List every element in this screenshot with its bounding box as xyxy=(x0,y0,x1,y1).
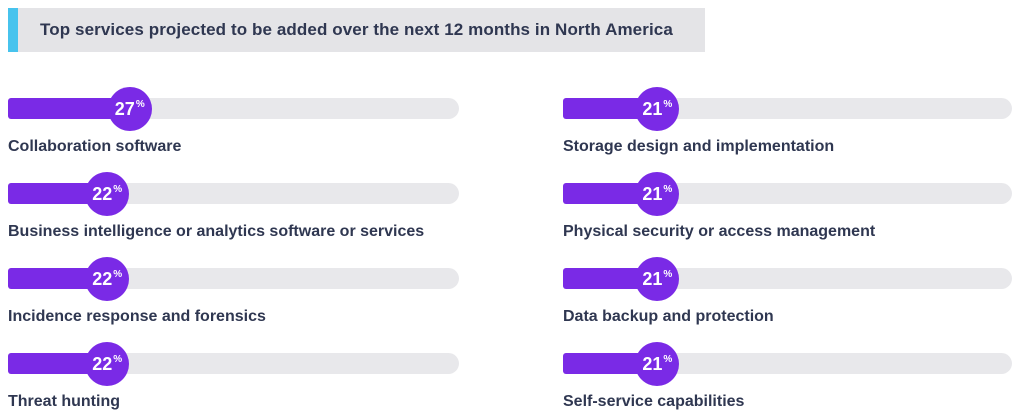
progress-bar: 22% xyxy=(8,172,459,216)
bar-fill xyxy=(563,183,658,204)
value-bubble: 21% xyxy=(635,342,680,386)
value-label: 21 xyxy=(642,184,663,204)
percent-sign: % xyxy=(113,353,123,365)
percent-sign: % xyxy=(663,353,673,365)
progress-bar: 21% xyxy=(563,342,1012,386)
bar-fill xyxy=(563,268,658,289)
title-accent-bar xyxy=(8,8,18,52)
bar-label: Collaboration software xyxy=(8,138,182,155)
bars-column-left: 27% Collaboration software 22% Business … xyxy=(8,87,459,416)
value-label: 21 xyxy=(642,354,663,374)
value-label: 27 xyxy=(114,99,135,119)
value-bubble: 27% xyxy=(107,87,152,131)
value-label: 22 xyxy=(92,184,113,204)
value-bubble: 22% xyxy=(85,342,130,386)
progress-bar: 21% xyxy=(563,87,1012,131)
percent-sign: % xyxy=(663,183,673,195)
bar-fill xyxy=(8,353,108,374)
bar-label: Threat hunting xyxy=(8,393,120,410)
progress-bar: 21% xyxy=(563,257,1012,301)
bar-item: 27% Collaboration software xyxy=(8,87,459,157)
bar-label: Self-service capabilities xyxy=(563,393,745,410)
bar-label: Data backup and protection xyxy=(563,308,774,325)
value-label: 22 xyxy=(92,269,113,289)
percent-sign: % xyxy=(135,98,145,110)
bar-fill xyxy=(8,183,108,204)
value-label: 22 xyxy=(92,354,113,374)
percent-sign: % xyxy=(113,268,123,280)
bar-label: Business intelligence or analytics softw… xyxy=(8,223,425,240)
bar-item: 21% Physical security or access manageme… xyxy=(563,172,1012,242)
bar-item: 21% Storage design and implementation xyxy=(563,87,1012,157)
bar-fill xyxy=(563,98,658,119)
bar-label: Physical security or access management xyxy=(563,223,876,240)
bars-grid: 27% Collaboration software 22% Business … xyxy=(8,87,1016,416)
value-bubble: 21% xyxy=(635,87,680,131)
value-bubble: 22% xyxy=(85,257,130,301)
progress-bar: 21% xyxy=(563,172,1012,216)
progress-bar: 27% xyxy=(8,87,459,131)
bar-label: Storage design and implementation xyxy=(563,138,835,155)
value-bubble: 21% xyxy=(635,257,680,301)
bar-item: 21% Data backup and protection xyxy=(563,257,1012,327)
chart-title-bar: Top services projected to be added over … xyxy=(8,8,705,52)
percent-sign: % xyxy=(113,183,123,195)
value-bubble: 22% xyxy=(85,172,130,216)
progress-bar: 22% xyxy=(8,342,459,386)
bar-item: 22% Threat hunting xyxy=(8,342,459,412)
percent-sign: % xyxy=(663,98,673,110)
bar-fill xyxy=(8,98,130,119)
progress-bar: 22% xyxy=(8,257,459,301)
bars-column-right: 21% Storage design and implementation 21… xyxy=(563,87,1012,416)
bar-label: Incidence response and forensics xyxy=(8,308,266,325)
bar-fill xyxy=(8,268,108,289)
value-bubble: 21% xyxy=(635,172,680,216)
percent-sign: % xyxy=(663,268,673,280)
page-title: Top services projected to be added over … xyxy=(18,8,705,52)
bar-item: 22% Business intelligence or analytics s… xyxy=(8,172,459,242)
bar-item: 22% Incidence response and forensics xyxy=(8,257,459,327)
bar-item: 21% Self-service capabilities xyxy=(563,342,1012,412)
value-label: 21 xyxy=(642,269,663,289)
bar-fill xyxy=(563,353,658,374)
value-label: 21 xyxy=(642,99,663,119)
